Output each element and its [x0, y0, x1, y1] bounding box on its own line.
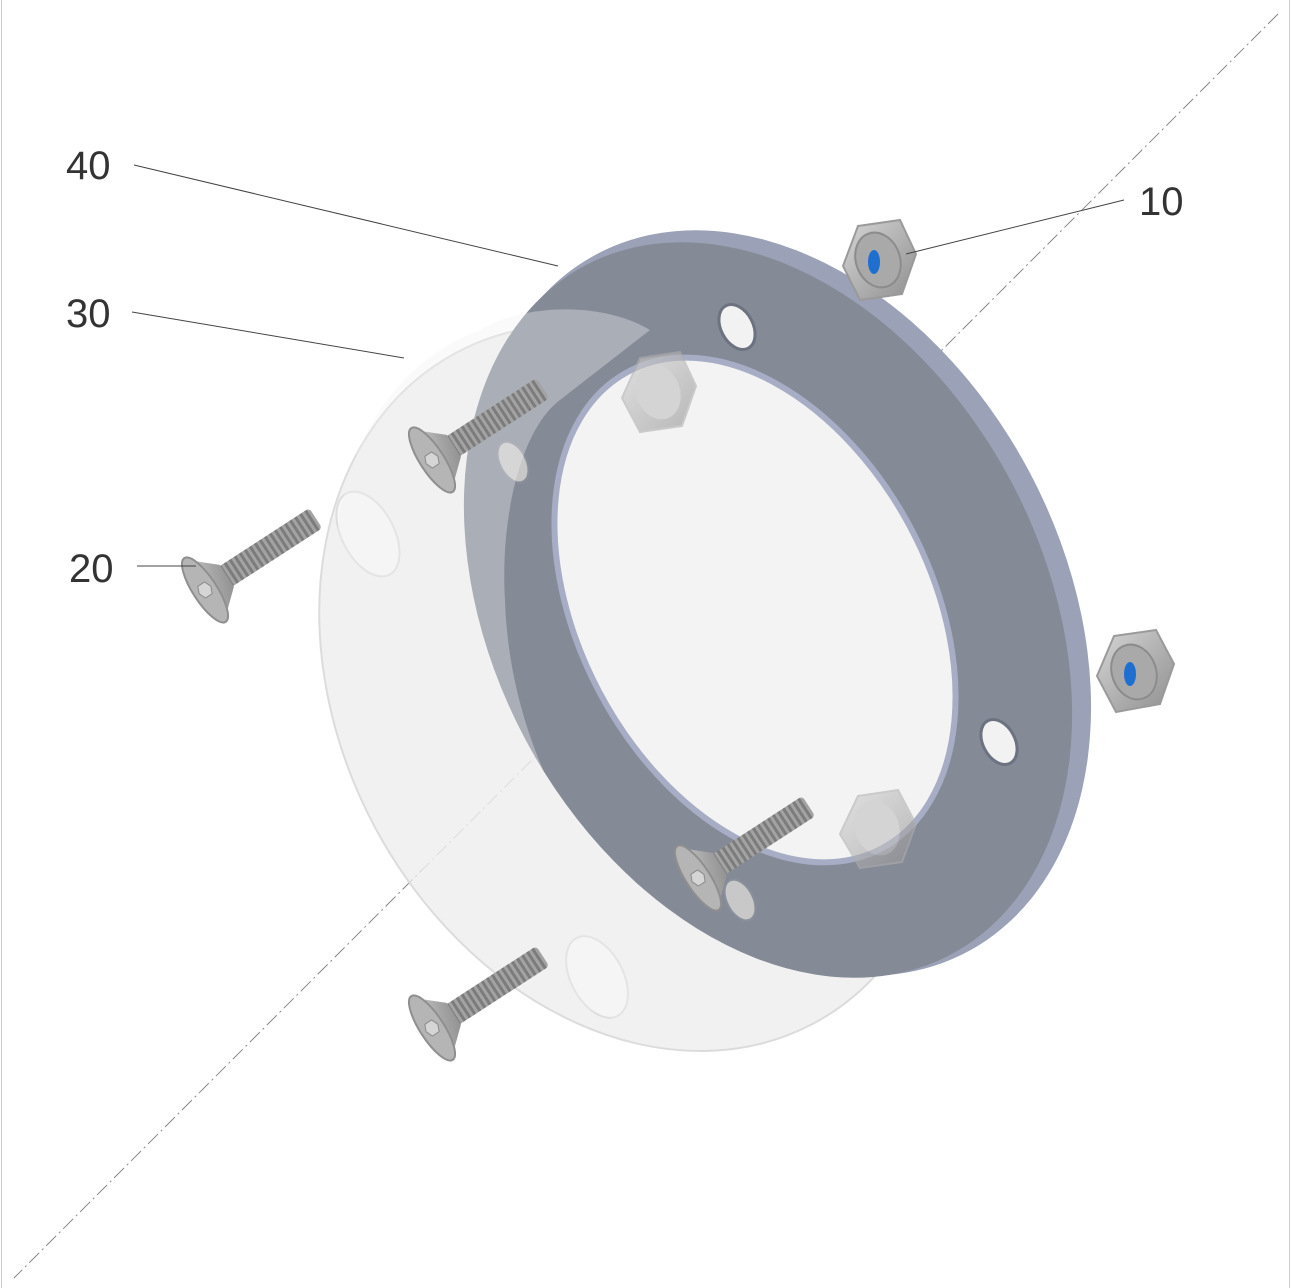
disc-30-hole: [565, 935, 629, 1019]
part-20-screw: [407, 947, 548, 1062]
part-10-nut: [841, 218, 918, 302]
part-10-nut-behind: [620, 350, 698, 434]
part-20-screw: [180, 509, 321, 624]
callout-20: 20: [69, 547, 114, 591]
leader-line-30: [131, 311, 405, 359]
part-40-flange-ring: [463, 230, 1092, 978]
part-10-nut-behind: [838, 788, 918, 870]
flange-40-hole: [496, 440, 530, 484]
part-20-screw: [673, 797, 814, 912]
part-20-screw: [407, 379, 548, 494]
leader-line-10: [905, 199, 1125, 255]
flange-40-hole: [979, 718, 1019, 766]
callout-30: 30: [66, 292, 111, 336]
disc-30-hole: [335, 490, 401, 578]
leader-line-40: [133, 164, 559, 267]
part-30-clear-disc-overlay: [334, 309, 860, 1034]
flange-40-hole: [723, 878, 757, 922]
part-10-nut: [1095, 628, 1176, 714]
callout-10: 10: [1139, 180, 1184, 224]
callout-40: 40: [66, 144, 111, 188]
flange-40-hole: [717, 303, 757, 351]
